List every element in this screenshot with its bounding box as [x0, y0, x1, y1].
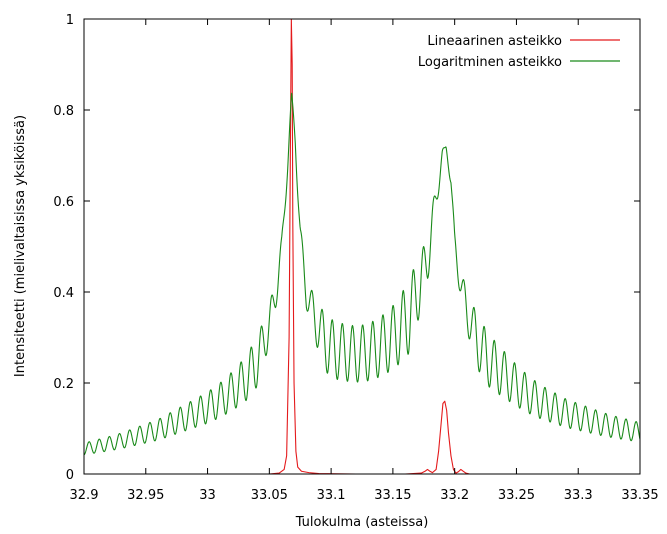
legend: Lineaarinen asteikko Logaritminen asteikk…: [418, 34, 620, 70]
x-tick-label: 32.95: [127, 488, 164, 503]
y-tick-label: 0.8: [53, 104, 74, 119]
series-line-lineaarinen: [84, 19, 640, 474]
x-tick-label: 33.35: [621, 488, 658, 503]
y-tick-label: 0.2: [53, 377, 74, 392]
x-tick-label: 33.15: [374, 488, 411, 503]
legend-label: Logaritminen asteikko: [418, 55, 562, 70]
y-tick-label: 0.6: [53, 195, 74, 210]
y-tick-label: 0: [66, 468, 74, 483]
series-line-logaritminen: [84, 92, 640, 456]
y-tick-labels: 0 0.2 0.4 0.6 0.8 1: [53, 13, 74, 483]
x-tick-label: 33.3: [564, 488, 593, 503]
x-tick-labels: 32.9 32.95 33 33.05 33.1 33.15 33.2 33.25 33.3 33…: [70, 488, 659, 503]
x-tick-label: 33.25: [498, 488, 535, 503]
y-axis-label: Intensiteetti (mielivaltaisissa yksiköis…: [13, 115, 28, 377]
x-tick-label: 33.2: [440, 488, 469, 503]
y-tick-label: 0.4: [53, 286, 74, 301]
series-lines: [84, 19, 640, 474]
x-tick-label: 33: [199, 488, 216, 503]
x-tick-label: 33.1: [317, 488, 346, 503]
y-tick-label: 1: [66, 13, 74, 28]
x-tick-label: 32.9: [70, 488, 99, 503]
legend-label: Lineaarinen asteikko: [427, 34, 562, 49]
x-tick-label: 33.05: [251, 488, 288, 503]
x-axis-label: Tulokulma (asteissa): [295, 515, 429, 530]
axis-ticks: [83, 18, 641, 475]
plot-frame: [83, 18, 641, 475]
